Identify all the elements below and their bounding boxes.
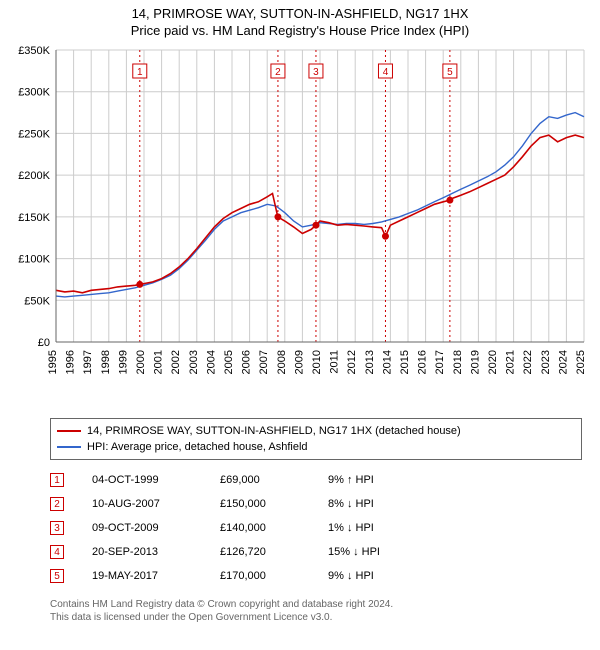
- transaction-row: 4 20-SEP-2013 £126,720 15% ↓ HPI: [50, 540, 582, 564]
- svg-text:2019: 2019: [469, 350, 481, 374]
- transaction-row: 1 04-OCT-1999 £69,000 9% ↑ HPI: [50, 468, 582, 492]
- transaction-marker: 1: [50, 473, 64, 487]
- svg-text:2018: 2018: [452, 350, 464, 374]
- svg-text:1999: 1999: [117, 350, 129, 374]
- svg-text:3: 3: [313, 67, 319, 78]
- svg-text:2007: 2007: [258, 350, 270, 374]
- transaction-date: 19-MAY-2017: [92, 570, 192, 582]
- svg-text:5: 5: [447, 67, 453, 78]
- transaction-price: £150,000: [220, 498, 300, 510]
- transaction-marker: 3: [50, 521, 64, 535]
- transaction-marker: 2: [50, 497, 64, 511]
- transaction-price: £140,000: [220, 522, 300, 534]
- footer-line-1: Contains HM Land Registry data © Crown c…: [50, 598, 582, 611]
- svg-text:2001: 2001: [153, 350, 165, 374]
- svg-text:£100K: £100K: [18, 254, 50, 266]
- legend-label: HPI: Average price, detached house, Ashf…: [87, 441, 308, 453]
- footer-line-2: This data is licensed under the Open Gov…: [50, 611, 582, 624]
- title-sub: Price paid vs. HM Land Registry's House …: [8, 23, 592, 38]
- transaction-marker: 4: [50, 545, 64, 559]
- svg-text:2006: 2006: [241, 350, 253, 374]
- transaction-diff: 1% ↓ HPI: [328, 522, 418, 534]
- svg-text:2021: 2021: [505, 350, 517, 374]
- svg-text:2002: 2002: [170, 350, 182, 374]
- svg-text:1997: 1997: [82, 350, 94, 374]
- svg-text:2008: 2008: [276, 350, 288, 374]
- legend-row: HPI: Average price, detached house, Ashf…: [57, 439, 575, 455]
- svg-text:£0: £0: [38, 337, 50, 349]
- legend-swatch: [57, 430, 81, 432]
- svg-text:2: 2: [275, 67, 281, 78]
- svg-text:£200K: £200K: [18, 170, 50, 182]
- svg-text:£350K: £350K: [18, 45, 50, 57]
- svg-text:1998: 1998: [100, 350, 112, 374]
- transaction-row: 3 09-OCT-2009 £140,000 1% ↓ HPI: [50, 516, 582, 540]
- transaction-marker: 5: [50, 569, 64, 583]
- svg-text:£300K: £300K: [18, 87, 50, 99]
- transaction-row: 2 10-AUG-2007 £150,000 8% ↓ HPI: [50, 492, 582, 516]
- svg-text:2017: 2017: [434, 350, 446, 374]
- transaction-price: £126,720: [220, 546, 300, 558]
- svg-text:2003: 2003: [188, 350, 200, 374]
- transaction-price: £170,000: [220, 570, 300, 582]
- svg-text:2020: 2020: [487, 350, 499, 374]
- svg-text:2024: 2024: [557, 350, 569, 374]
- transaction-date: 20-SEP-2013: [92, 546, 192, 558]
- transaction-diff: 8% ↓ HPI: [328, 498, 418, 510]
- transaction-row: 5 19-MAY-2017 £170,000 9% ↓ HPI: [50, 564, 582, 588]
- title-block: 14, PRIMROSE WAY, SUTTON-IN-ASHFIELD, NG…: [8, 6, 592, 38]
- svg-text:2004: 2004: [205, 350, 217, 374]
- svg-text:1: 1: [137, 67, 143, 78]
- svg-text:£150K: £150K: [18, 212, 50, 224]
- transactions-table: 1 04-OCT-1999 £69,000 9% ↑ HPI 2 10-AUG-2007 £…: [50, 468, 582, 588]
- transaction-diff: 15% ↓ HPI: [328, 546, 418, 558]
- legend-row: 14, PRIMROSE WAY, SUTTON-IN-ASHFIELD, NG…: [57, 423, 575, 439]
- svg-text:2000: 2000: [135, 350, 147, 374]
- svg-text:1996: 1996: [65, 350, 77, 374]
- svg-text:2009: 2009: [293, 350, 305, 374]
- svg-text:2016: 2016: [417, 350, 429, 374]
- title-main: 14, PRIMROSE WAY, SUTTON-IN-ASHFIELD, NG…: [8, 6, 592, 21]
- transaction-diff: 9% ↓ HPI: [328, 570, 418, 582]
- svg-text:2013: 2013: [364, 350, 376, 374]
- svg-text:1995: 1995: [47, 350, 59, 374]
- svg-text:2010: 2010: [311, 350, 323, 374]
- svg-text:2023: 2023: [540, 350, 552, 374]
- svg-text:£50K: £50K: [24, 295, 50, 307]
- svg-text:£250K: £250K: [18, 128, 50, 140]
- footer: Contains HM Land Registry data © Crown c…: [50, 598, 582, 624]
- transaction-price: £69,000: [220, 474, 300, 486]
- svg-text:2025: 2025: [575, 350, 587, 374]
- transaction-date: 09-OCT-2009: [92, 522, 192, 534]
- transaction-diff: 9% ↑ HPI: [328, 474, 418, 486]
- svg-text:2022: 2022: [522, 350, 534, 374]
- chart-area: £0 £50K £100K £150K £200K £250K £300K £350K 1995…: [8, 42, 592, 412]
- transaction-date: 10-AUG-2007: [92, 498, 192, 510]
- legend-label: 14, PRIMROSE WAY, SUTTON-IN-ASHFIELD, NG…: [87, 425, 461, 437]
- svg-text:2012: 2012: [346, 350, 358, 374]
- legend-box: 14, PRIMROSE WAY, SUTTON-IN-ASHFIELD, NG…: [50, 418, 582, 460]
- transaction-date: 04-OCT-1999: [92, 474, 192, 486]
- svg-text:2005: 2005: [223, 350, 235, 374]
- svg-text:2014: 2014: [381, 350, 393, 374]
- figure-container: 14, PRIMROSE WAY, SUTTON-IN-ASHFIELD, NG…: [0, 0, 600, 650]
- chart-svg: £0 £50K £100K £150K £200K £250K £300K £350K 1995…: [8, 42, 592, 412]
- svg-text:2011: 2011: [329, 350, 341, 374]
- svg-text:4: 4: [383, 67, 389, 78]
- legend-swatch: [57, 446, 81, 448]
- svg-text:2015: 2015: [399, 350, 411, 374]
